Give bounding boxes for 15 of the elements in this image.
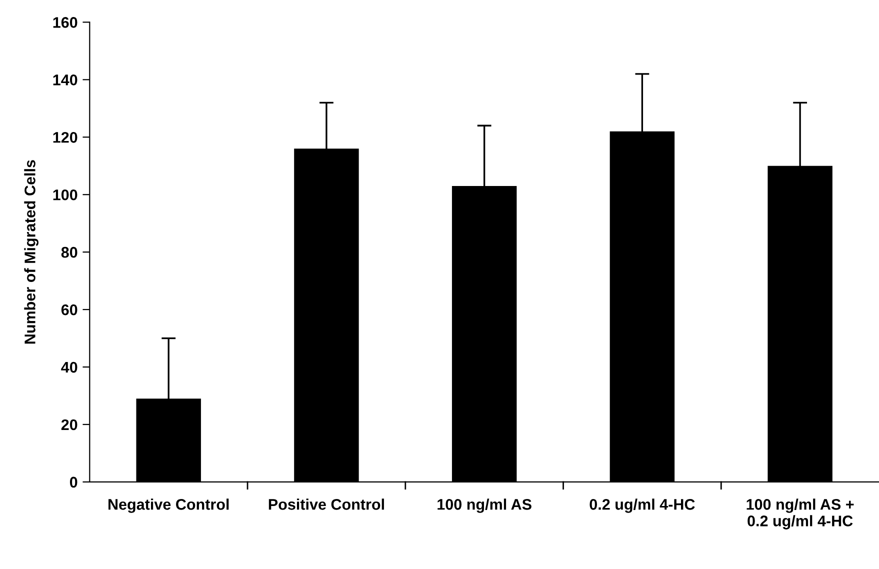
x-tick-label: 100 ng/ml AS + 0.2 ug/ml 4-HC	[746, 498, 854, 530]
y-tick-label: 40	[61, 362, 78, 373]
y-axis-title: Number of Migrated Cells	[24, 160, 38, 344]
y-tick-label: 60	[61, 304, 78, 316]
y-tick-label: 100	[53, 189, 78, 200]
y-tick-label: 80	[61, 246, 78, 258]
x-tick-label: 100 ng/ml AS	[438, 498, 532, 513]
y-tick-label: 20	[61, 419, 78, 430]
x-tick-label: 0.2 ug/ml 4-HC	[590, 498, 695, 513]
y-tick-label: 120	[53, 132, 78, 143]
y-tick-label: 140	[53, 74, 78, 86]
y-tick-label: 160	[53, 17, 78, 28]
y-tick-label: 0	[70, 476, 78, 488]
x-tick-label: Positive Control	[268, 498, 384, 510]
x-tick-label: Negative Control	[108, 498, 229, 513]
